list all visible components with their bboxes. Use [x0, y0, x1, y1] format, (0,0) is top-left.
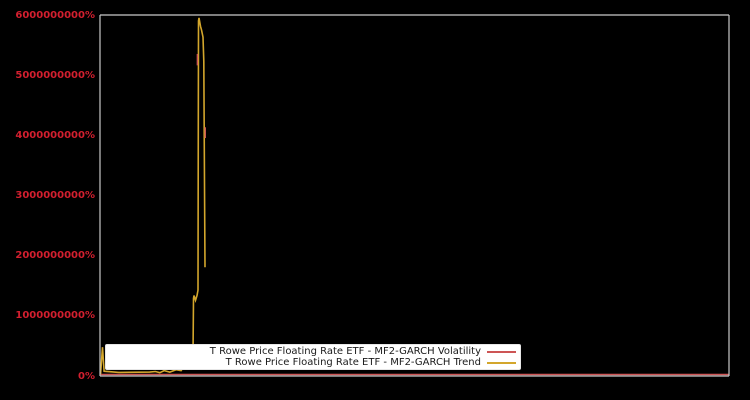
legend-label-volatility: T Rowe Price Floating Rate ETF - MF2-GAR… — [209, 346, 481, 357]
y-tick-label: 6000000000% — [15, 10, 95, 21]
y-tick-label: 4000000000% — [15, 130, 95, 142]
volatility-line-sample-icon — [487, 350, 516, 353]
legend-entry-volatility: T Rowe Price Floating Rate ETF - MF2-GAR… — [110, 346, 516, 357]
y-tick-label: 3000000000% — [15, 190, 95, 202]
series-line-trend — [99, 17, 206, 375]
y-tick-label: 0% — [78, 370, 95, 382]
y-tick-label: 5000000000% — [15, 70, 95, 82]
axes-spines — [99, 14, 730, 377]
legend-label-trend: T Rowe Price Floating Rate ETF - MF2-GAR… — [225, 357, 481, 368]
trend-line-sample-icon — [487, 361, 516, 364]
y-tick-label: 2000000000% — [15, 250, 95, 262]
legend-entry-trend: T Rowe Price Floating Rate ETF - MF2-GAR… — [110, 357, 516, 368]
y-tick-label: 1000000000% — [15, 310, 95, 322]
series-lines — [99, 17, 729, 376]
legend: T Rowe Price Floating Rate ETF - MF2-GAR… — [105, 344, 521, 370]
